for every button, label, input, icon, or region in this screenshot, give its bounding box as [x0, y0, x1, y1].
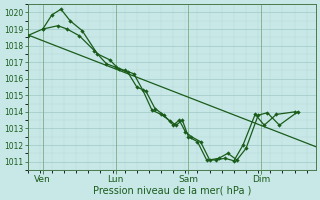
X-axis label: Pression niveau de la mer( hPa ): Pression niveau de la mer( hPa ) [92, 186, 251, 196]
